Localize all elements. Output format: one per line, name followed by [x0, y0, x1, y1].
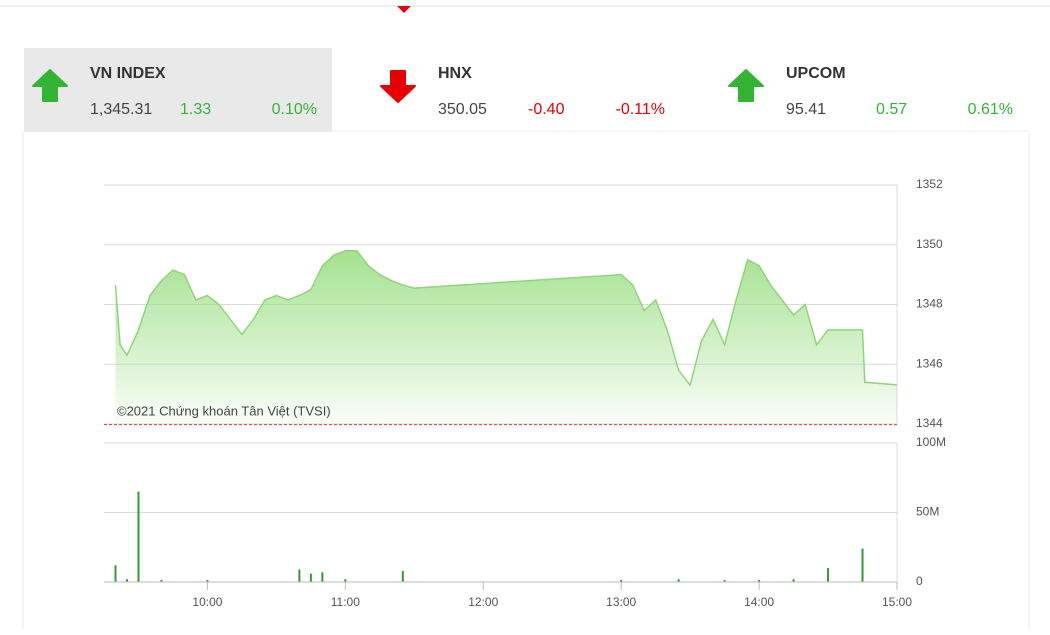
y-tick-label: 1350: [916, 237, 943, 251]
index-percent: -0.11%: [615, 101, 665, 118]
x-tick-label: 13:00: [606, 595, 636, 609]
index-change: 1.33: [180, 101, 211, 118]
y-tick-label: 50M: [916, 505, 939, 519]
index-value: 350.05: [438, 101, 487, 118]
volume-bar: [160, 579, 163, 582]
index-value: 95.41: [786, 101, 826, 118]
price-line: [114, 249, 898, 387]
volume-bar: [677, 579, 680, 582]
x-tick-label: 11:00: [331, 595, 360, 609]
y-tick-label: 1346: [916, 356, 943, 370]
x-tick-label: 14:00: [744, 595, 774, 609]
volume-bar: [620, 579, 623, 582]
tile-bg: [24, 48, 332, 132]
top-marker: [397, 6, 411, 13]
volume-bar: [723, 579, 726, 582]
y-tick-label: 1352: [916, 177, 943, 191]
price-area: [115, 250, 898, 424]
volume-bar: [401, 570, 404, 582]
y-tick-label: 1348: [916, 297, 943, 311]
volume-bar: [321, 572, 324, 582]
index-change: 0.57: [876, 101, 907, 118]
x-tick-label: 15:00: [882, 595, 912, 609]
volume-bar: [309, 573, 312, 582]
direction-arrow: [32, 69, 68, 102]
chart: 1344 1346 1348 1350 1352 ©2021 Chứng khoán Tâ…: [104, 177, 946, 609]
volume-bar: [861, 548, 864, 582]
index-tile[interactable]: UPCOM 95.41 0.57 0.61%: [728, 65, 1013, 118]
y-tick-label: 100M: [916, 435, 946, 449]
volume-bar: [792, 579, 795, 582]
volume-bar: [827, 568, 830, 582]
index-name: HNX: [438, 65, 472, 82]
volume-bar: [758, 579, 761, 582]
header: VN INDEX 1,345.31 1.33 0.10% HNX 350.05 -0.40 -…: [24, 48, 1013, 132]
volume-bar: [206, 579, 209, 582]
copyright: ©2021 Chứng khoán Tân Việt (TVSI): [117, 403, 331, 418]
direction-arrow: [380, 70, 416, 103]
index-percent: 0.10%: [272, 101, 317, 118]
index-name: UPCOM: [786, 65, 846, 82]
index-change: -0.40: [528, 101, 565, 118]
volume-bar: [298, 569, 301, 582]
x-tick-label: 10:00: [192, 595, 222, 609]
direction-arrow: [728, 69, 764, 102]
index-value: 1,345.31: [90, 101, 152, 118]
y-tick-label: 0: [916, 574, 923, 588]
x-tick-label: 12:00: [468, 595, 498, 609]
volume-bar: [125, 579, 128, 582]
volume-bar: [137, 491, 140, 582]
y-tick-label: 1344: [916, 416, 943, 430]
volume-bar: [344, 579, 347, 582]
index-name: VN INDEX: [90, 65, 166, 82]
index-percent: 0.61%: [968, 101, 1013, 118]
volume-bar: [114, 565, 117, 582]
index-tile[interactable]: HNX 350.05 -0.40 -0.11%: [380, 65, 665, 118]
index-tile[interactable]: VN INDEX 1,345.31 1.33 0.10%: [24, 48, 332, 132]
